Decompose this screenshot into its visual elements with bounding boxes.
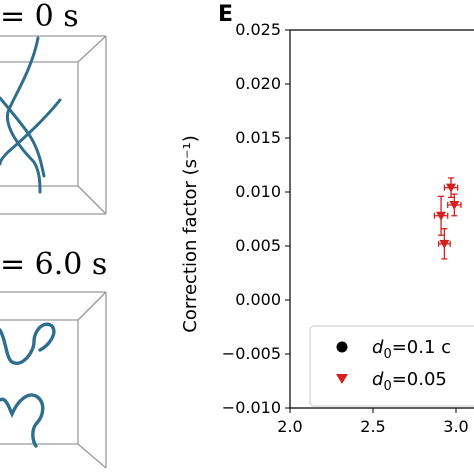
y-tick-label: −0.005: [222, 344, 281, 363]
data-point: [443, 177, 459, 199]
y-ticks: −0.010 −0.005 0.000 0.005 0.010 0.015 0.020 0.0…: [222, 20, 290, 417]
y-tick-label: 0.025: [235, 20, 281, 39]
snapshot-top-box: [0, 35, 107, 215]
legend-label: d0=0.1 c: [372, 337, 451, 362]
legend-marker-triangle: [336, 374, 348, 384]
data-point: [437, 228, 451, 260]
snapshot-bottom-box: [0, 291, 107, 469]
y-tick-label: 0.010: [235, 182, 281, 201]
data-point: [433, 195, 449, 236]
y-tick-label: −0.010: [222, 398, 281, 417]
snapshot-top-filaments: [0, 36, 62, 194]
y-tick-label: 0.015: [235, 128, 281, 147]
legend: d0=0.1 c d0=0.05: [309, 325, 474, 407]
data-point: [447, 193, 462, 217]
triangle-marker: [436, 211, 447, 221]
x-tick-label: 2.0: [277, 417, 302, 436]
y-tick-label: 0.005: [235, 236, 281, 255]
panel-letter: E: [218, 2, 234, 27]
triangle-marker: [446, 183, 457, 193]
time-label-bottom: = 6.0 s: [0, 247, 108, 282]
y-tick-label: 0.000: [235, 290, 281, 309]
x-tick-label: 2.5: [360, 417, 385, 436]
snapshot-bottom-filaments: [0, 322, 56, 448]
axes-frame: [289, 29, 474, 409]
legend-label: d0=0.05: [372, 369, 447, 394]
triangle-marker: [439, 239, 450, 249]
data-points: [433, 177, 462, 260]
x-ticks: 2.0 2.5 3.0: [277, 408, 469, 436]
x-tick-label: 3.0: [443, 417, 468, 436]
triangle-marker: [449, 200, 460, 210]
legend-box: [309, 325, 474, 407]
y-tick-label: 0.020: [235, 74, 281, 93]
y-axis-label: Correction factor (s⁻¹): [180, 135, 201, 332]
legend-marker-circle: [336, 341, 348, 353]
time-label-top: = 0 s: [0, 0, 79, 34]
